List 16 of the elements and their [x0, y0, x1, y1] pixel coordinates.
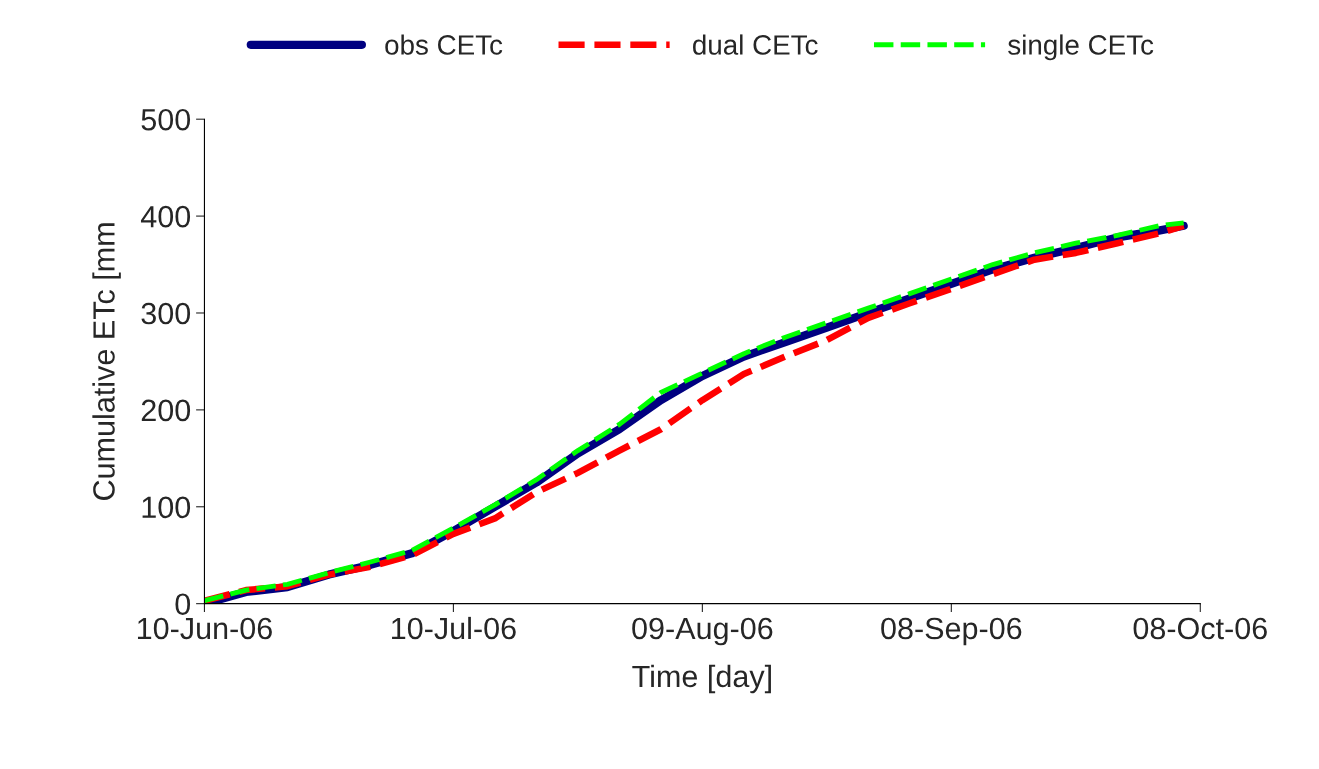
- x-axis-title: Time [day]: [632, 664, 771, 694]
- y-tick-label: 400: [140, 205, 191, 228]
- x-tick-label: 08-Oct-06: [1133, 617, 1267, 640]
- y-tick-label: 200: [141, 399, 191, 422]
- y-tick-label: 500: [141, 108, 191, 131]
- legend-label: single CETc: [1008, 34, 1154, 61]
- y-axis-title: Cumulative ETc [mm: [92, 223, 121, 500]
- x-tick-label: 10-Jul-06: [392, 616, 516, 640]
- x-tick-label: 08-Sep-06: [881, 617, 1022, 646]
- y-tick-label: 100: [142, 496, 191, 519]
- y-tick-label: 300: [141, 302, 191, 325]
- legend-label: dual CETc: [693, 34, 818, 55]
- y-tick-label: 0: [175, 593, 191, 616]
- x-tick-label: 09-Aug-06: [632, 617, 773, 646]
- legend-label: obs CETc: [385, 34, 503, 55]
- x-tick-label: 10-Jun-06: [137, 617, 272, 640]
